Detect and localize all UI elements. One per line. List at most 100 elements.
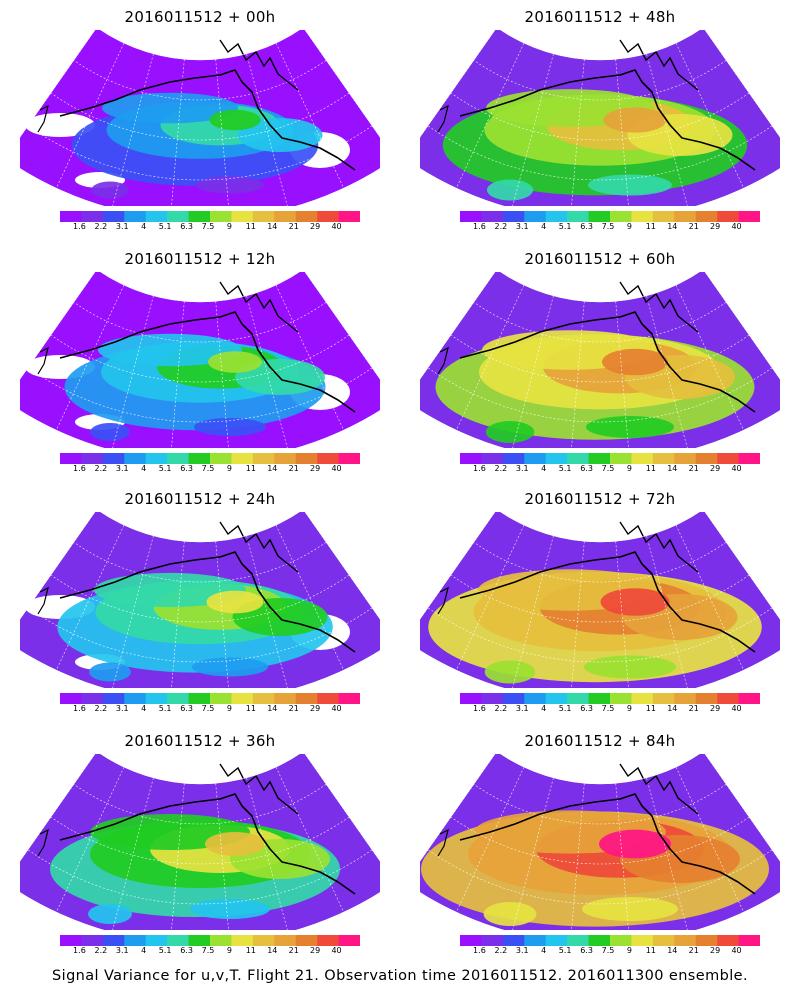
variance-contour <box>600 588 670 616</box>
colorbar-swatch <box>102 453 125 464</box>
colorbar-tick-label: 3.1 <box>515 222 529 231</box>
colorbar-tick-label: 40 <box>731 464 742 473</box>
coastline <box>59 311 356 413</box>
variance-contour <box>205 832 265 856</box>
colorbar-tick-label: 9 <box>226 464 232 473</box>
panel-24h: 2016011512 + 24h 1.6 2.2 3.1 4 5.1 6.3 7.5 9 11 1… <box>4 490 396 722</box>
colorbar-tick-label: 2.2 <box>494 464 508 473</box>
colorbar-labels: 1.6 2.2 3.1 4 5.1 6.3 7.5 9 11 14 21 29 40 <box>460 464 760 476</box>
colorbar-swatch <box>674 693 697 704</box>
parallel-line <box>73 59 327 101</box>
siberia-coastline <box>437 586 449 615</box>
colorbar-swatch <box>231 935 254 946</box>
colorbar <box>60 449 361 468</box>
colorbar-tick-label: 7.5 <box>601 464 615 473</box>
arctic-islands-coastline <box>619 281 699 333</box>
colorbar-swatch <box>167 693 189 704</box>
colorbar-swatch <box>210 453 232 464</box>
colorbar-tick-label: 4 <box>541 946 547 955</box>
colorbar-swatch <box>738 935 761 946</box>
colorbar-tick-label: 40 <box>331 464 342 473</box>
colorbar-tick-label: 11 <box>245 464 256 473</box>
panel-00h: 2016011512 + 00h 1.6 2.2 3.1 4 5.1 6.3 7.5 9 11 1… <box>4 8 396 240</box>
colorbar-swatch <box>567 935 589 946</box>
colorbar-tick-label: 21 <box>288 464 299 473</box>
colorbar-tick-label: 2.2 <box>494 704 508 713</box>
variance-contour <box>192 657 268 677</box>
colorbar-swatch <box>524 935 547 946</box>
colorbar-tick-label: 6.3 <box>180 704 193 713</box>
colorbar-tick-label: 9 <box>626 946 632 955</box>
panel-title: 2016011512 + 84h <box>524 732 676 750</box>
colorbar-swatch <box>502 211 525 222</box>
colorbar-tick-label: 4 <box>141 946 147 955</box>
colorbar-tick-label: 40 <box>331 222 342 231</box>
colorbar-tick-label: 29 <box>710 704 721 713</box>
colorbar-swatch <box>695 693 718 704</box>
colorbar-swatches <box>60 935 361 946</box>
variance-contour <box>586 416 674 438</box>
colorbar-swatch <box>295 453 318 464</box>
colorbar-swatch <box>631 935 654 946</box>
colorbar-swatch <box>567 453 589 464</box>
arctic-islands-coastline <box>219 281 299 333</box>
colorbar-tick-label: 5.1 <box>158 222 172 231</box>
colorbar-tick-label: 40 <box>331 946 342 955</box>
colorbar-swatch <box>274 935 297 946</box>
colorbar-labels: 1.6 2.2 3.1 4 5.1 6.3 7.5 9 11 14 21 29 40 <box>60 704 360 716</box>
siberia-coastline <box>37 828 49 857</box>
colorbar-tick-label: 7.5 <box>201 946 215 955</box>
colorbar-tick-label: 21 <box>288 704 299 713</box>
colorbar-swatch <box>295 211 318 222</box>
parallel-line <box>450 92 750 141</box>
colorbar-tick-label: 11 <box>245 704 256 713</box>
panel-title: 2016011512 + 00h <box>124 8 276 26</box>
colorbar-tick-label: 3.1 <box>115 222 129 231</box>
colorbar-tick-label: 2.2 <box>494 946 508 955</box>
colorbar-tick-label: 7.5 <box>201 464 215 473</box>
colorbar-tick-label: 11 <box>245 222 256 231</box>
colorbar-swatch <box>502 693 525 704</box>
colorbar-swatch <box>481 211 504 222</box>
parallel-line <box>50 92 350 141</box>
colorbar-swatches <box>460 211 761 222</box>
colorbar-swatch <box>545 453 568 464</box>
map-72h <box>404 509 796 703</box>
colorbar-tick-label: 3.1 <box>515 464 529 473</box>
colorbar-swatch <box>460 693 482 704</box>
colorbar-swatch <box>652 211 675 222</box>
colorbar-swatch <box>231 693 254 704</box>
parallel-line <box>473 541 727 583</box>
panel-84h: 2016011512 + 84h 1.6 2.2 3.1 4 5.1 6.3 7.5 9 11 1… <box>404 732 796 964</box>
arctic-islands-coastline <box>619 39 699 91</box>
colorbar-swatch <box>717 935 739 946</box>
colorbar-swatch <box>588 693 611 704</box>
coastline <box>59 793 356 895</box>
panel-title: 2016011512 + 24h <box>124 490 276 508</box>
colorbar-tick-label: 6.3 <box>180 946 193 955</box>
colorbar-swatch <box>317 935 339 946</box>
colorbar-tick-label: 14 <box>667 464 678 473</box>
coastline <box>459 551 756 653</box>
colorbar-tick-label: 9 <box>626 704 632 713</box>
colorbar-swatch <box>124 935 147 946</box>
colorbar-tick-label: 29 <box>310 222 321 231</box>
colorbar-swatch <box>81 453 104 464</box>
variance-map <box>404 269 796 463</box>
colorbar-tick-label: 6.3 <box>180 222 193 231</box>
colorbar-swatch <box>188 211 211 222</box>
variance-map <box>404 509 796 703</box>
variance-contour <box>208 351 262 373</box>
colorbar-tick-label: 29 <box>710 222 721 231</box>
panel-title: 2016011512 + 48h <box>524 8 676 26</box>
colorbar-swatch <box>652 693 675 704</box>
map-00h <box>4 27 396 221</box>
colorbar-swatch <box>252 211 275 222</box>
colorbar-tick-label: 5.1 <box>558 464 572 473</box>
colorbar-swatch <box>145 935 168 946</box>
variance-contour <box>209 109 261 131</box>
colorbar-swatch <box>252 453 275 464</box>
siberia-coastline <box>37 104 49 133</box>
colorbar-tick-label: 2.2 <box>94 464 108 473</box>
colorbar-swatch <box>502 453 525 464</box>
